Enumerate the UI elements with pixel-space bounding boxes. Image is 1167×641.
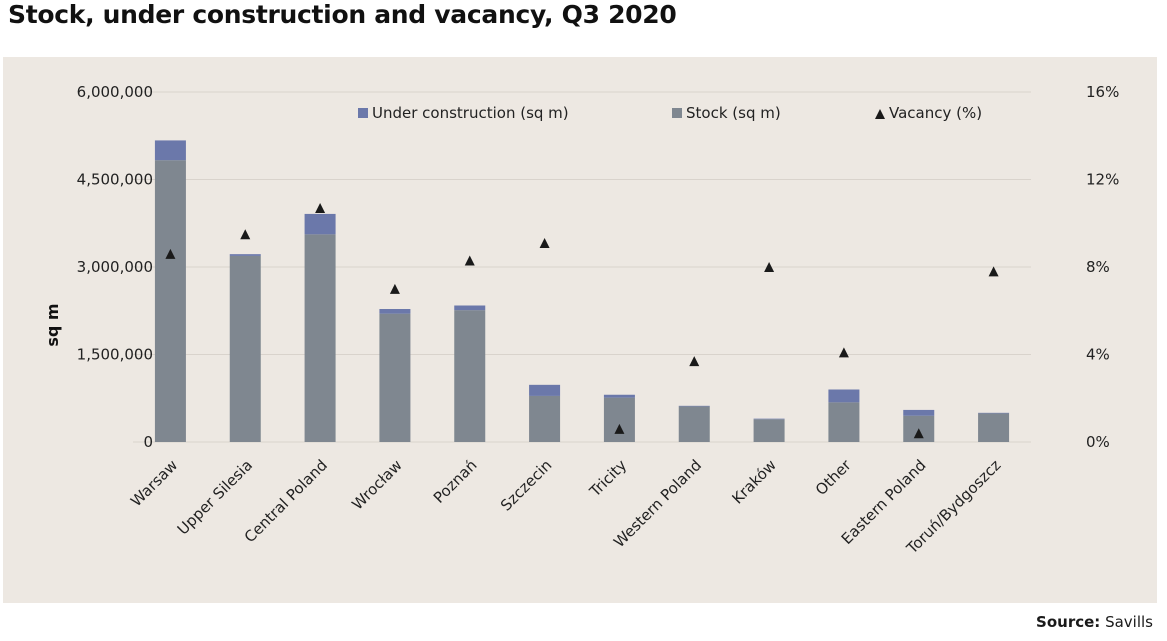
under-construction-bar: [304, 213, 336, 235]
stock-bar: [978, 413, 1010, 442]
y2-tick-label: 0%: [1086, 433, 1110, 451]
legend: Under construction (sq m) Stock (sq m) Vac…: [358, 104, 982, 122]
stock-bar: [753, 419, 785, 442]
x-tick-label: Upper Silesia: [174, 456, 256, 538]
bar-group: [154, 140, 1010, 442]
vacancy-marker: [539, 237, 550, 248]
under-construction-bar: [978, 412, 1010, 414]
source-label: Source:: [1036, 613, 1101, 631]
y2-tick-label: 16%: [1086, 83, 1119, 101]
vacancy-marker: [764, 262, 775, 272]
x-tick-label: Kraków: [728, 456, 779, 507]
y-tick-label: 0: [143, 433, 153, 451]
x-tick-label: Warsaw: [127, 456, 181, 510]
under-construction-bar: [903, 409, 935, 416]
under-construction-bar: [154, 140, 186, 161]
legend-marker: [875, 109, 885, 119]
y-tick-label: 6,000,000: [77, 83, 153, 101]
left-axis-ticks: 0 1,500,000 3,000,000 4,500,000 6,000,000: [77, 83, 153, 451]
x-tick-label: Szczecin: [497, 456, 555, 514]
stock-bar: [154, 160, 186, 442]
legend-label: Vacancy (%): [889, 104, 982, 122]
vacancy-marker: [165, 248, 176, 259]
y-tick-label: 3,000,000: [77, 258, 153, 276]
stock-bar: [229, 255, 261, 442]
source-value: Savills: [1105, 613, 1153, 631]
y-tick-label: 4,500,000: [77, 171, 153, 189]
y-axis-label: sq m: [43, 303, 62, 346]
y2-tick-label: 4%: [1086, 346, 1110, 364]
y-tick-label: 1,500,000: [77, 346, 153, 364]
y2-tick-label: 8%: [1086, 258, 1110, 276]
chart-title: Stock, under construction and vacancy, Q…: [8, 0, 677, 29]
under-construction-bar: [529, 384, 561, 396]
stock-bar: [454, 310, 486, 442]
stock-bar: [529, 395, 561, 442]
vacancy-marker: [315, 202, 326, 213]
under-construction-bar: [379, 309, 411, 314]
stock-bar: [828, 402, 860, 442]
under-construction-bar: [603, 394, 635, 398]
vacancy-marker: [838, 347, 849, 358]
vacancy-markers: [165, 202, 999, 439]
under-construction-bar: [229, 254, 261, 256]
under-construction-bar: [753, 418, 785, 420]
stock-bar: [603, 397, 635, 442]
legend-swatch: [672, 108, 682, 118]
source-note: Source: Savills: [1036, 613, 1153, 631]
legend-label: Under construction (sq m): [372, 104, 569, 122]
vacancy-marker: [240, 229, 251, 240]
legend-label: Stock (sq m): [686, 104, 781, 122]
x-tick-label: Other: [812, 456, 855, 499]
stock-bar: [304, 234, 336, 442]
vacancy-marker: [689, 356, 700, 367]
right-axis-ticks: 0% 4% 8% 12% 16%: [1086, 83, 1119, 451]
x-tick-label: Wrocław: [348, 456, 405, 513]
vacancy-marker: [614, 423, 625, 434]
vacancy-marker: [988, 266, 999, 277]
under-construction-bar: [678, 405, 710, 407]
chart-area: 0 1,500,000 3,000,000 4,500,000 6,000,000 0%…: [3, 57, 1157, 603]
stock-bar: [379, 313, 411, 442]
vacancy-marker: [389, 283, 400, 294]
legend-swatch: [358, 108, 368, 118]
stock-bar: [678, 406, 710, 442]
vacancy-marker: [913, 428, 924, 439]
under-construction-bar: [454, 305, 486, 311]
x-tick-label: Tricity: [585, 456, 630, 501]
y2-tick-label: 12%: [1086, 171, 1119, 189]
under-construction-bar: [828, 389, 860, 403]
vacancy-marker: [464, 255, 475, 266]
stacked-bar-chart: 0 1,500,000 3,000,000 4,500,000 6,000,000 0%…: [43, 83, 1119, 559]
x-tick-label: Poznań: [430, 456, 481, 507]
gridlines: [133, 91, 1031, 443]
